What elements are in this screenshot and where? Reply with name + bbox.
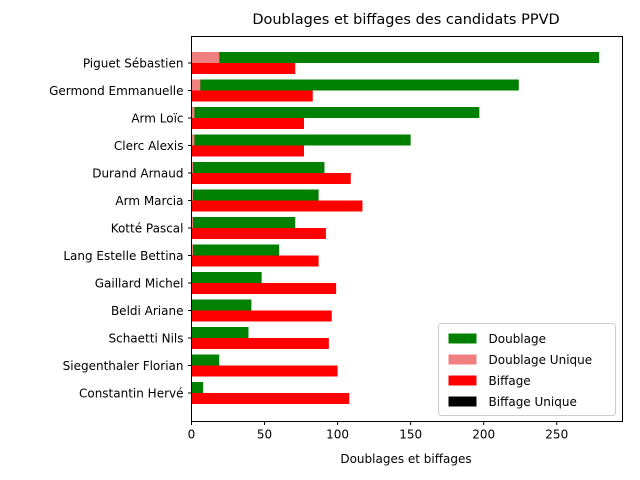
x-tick-label: 0 — [188, 428, 196, 442]
legend-swatch — [448, 333, 477, 344]
legend-swatch — [448, 375, 477, 386]
y-tick-label: Beldi Ariane — [111, 304, 184, 318]
bar-biffage-row-5 — [191, 200, 363, 212]
y-tick-label: Piguet Sébastien — [83, 57, 184, 71]
y-tick-label: Schaetti Nils — [108, 332, 183, 346]
x-tick-label: 150 — [399, 428, 422, 442]
bar-biffage-row-8 — [191, 283, 337, 294]
bar-biffage-row-11 — [191, 365, 338, 377]
x-axis-label: Doublages et biffages — [340, 452, 471, 466]
bar-doublage-unique-row-1 — [191, 79, 201, 91]
bar-biffage-row-6 — [191, 228, 326, 239]
y-tick-label: Gaillard Michel — [95, 277, 184, 291]
legend-box — [438, 323, 616, 416]
y-tick-label: Germond Emmanuelle — [49, 84, 183, 98]
bar-biffage-row-4 — [191, 173, 351, 184]
chart-title: Doublages et biffages des candidats PPVD — [252, 12, 559, 28]
bar-doublage-row-7 — [191, 244, 280, 256]
y-tick-label: Arm Loïc — [131, 112, 183, 126]
y-tick-label: Kotté Pascal — [111, 222, 184, 236]
bar-doublage-unique-row-6 — [191, 217, 193, 228]
bar-doublage-unique-row-4 — [191, 162, 193, 173]
legend-label: Biffage — [489, 374, 531, 388]
bar-biffage-row-1 — [191, 90, 313, 102]
x-tick-label: 200 — [472, 428, 495, 442]
bar-doublage-row-9 — [191, 299, 252, 311]
bar-doublage-row-6 — [191, 217, 296, 228]
legend-label: Biffage Unique — [489, 395, 577, 409]
legend-swatch — [448, 354, 477, 365]
bar-biffage-row-7 — [191, 255, 319, 267]
bar-doublage-unique-row-3 — [191, 134, 195, 146]
bar-doublage-unique-row-7 — [191, 244, 193, 256]
x-tick-label: 100 — [326, 428, 349, 442]
bar-biffage-row-0 — [191, 63, 296, 74]
bar-biffage-row-2 — [191, 118, 304, 129]
y-axis: Piguet Sébastien Germond Emmanuelle Arm Lo… — [49, 57, 192, 401]
bar-biffage-row-12 — [191, 393, 350, 404]
bars-layer — [191, 52, 600, 404]
bar-doublage-unique-row-5 — [191, 189, 193, 201]
bar-doublage-row-3 — [191, 134, 411, 146]
bar-biffage-row-9 — [191, 310, 332, 322]
y-tick-label: Lang Estelle Bettina — [63, 249, 183, 263]
bar-doublage-row-8 — [191, 272, 262, 283]
bar-doublage-row-10 — [191, 327, 249, 338]
bar-doublage-row-2 — [191, 107, 480, 118]
y-tick-label: Clerc Alexis — [114, 139, 184, 153]
bar-biffage-row-3 — [191, 145, 304, 157]
y-tick-label: Durand Arnaud — [92, 167, 183, 181]
bar-doublage-row-0 — [191, 52, 600, 63]
x-tick-label: 250 — [545, 428, 568, 442]
y-tick-label: Arm Marcia — [115, 194, 183, 208]
bar-doublage-row-11 — [191, 354, 220, 366]
legend-label: Doublage — [489, 332, 547, 346]
legend: Doublage Doublage Unique Biffage Biffage Un… — [438, 323, 616, 416]
legend-label: Doublage Unique — [489, 353, 593, 367]
bar-doublage-row-5 — [191, 189, 319, 201]
bar-doublage-row-1 — [191, 79, 519, 91]
bar-doublage-row-4 — [191, 162, 325, 173]
bar-doublage-unique-row-0 — [191, 52, 220, 63]
bar-biffage-row-10 — [191, 338, 329, 349]
bar-doublage-unique-row-2 — [191, 107, 195, 118]
y-tick-label: Constantin Hervé — [79, 387, 184, 401]
x-tick-label: 50 — [257, 428, 272, 442]
plot-frame — [191, 36, 623, 422]
bar-doublage-row-12 — [191, 382, 204, 393]
y-tick-label: Siegenthaler Florian — [63, 359, 184, 373]
x-axis: 0 50 100 150 200 250 — [188, 421, 568, 442]
legend-swatch — [448, 396, 477, 407]
